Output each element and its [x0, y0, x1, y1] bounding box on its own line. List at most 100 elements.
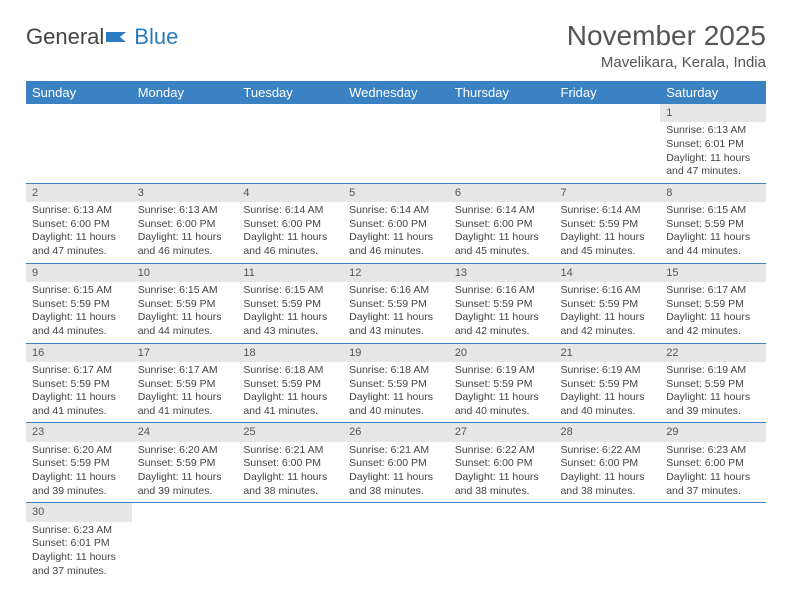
empty-cell — [343, 503, 449, 582]
sunrise-line: Sunrise: 6:14 AM — [561, 204, 655, 218]
sunset-line: Sunset: 5:59 PM — [349, 298, 443, 312]
day-number: 22 — [660, 344, 766, 362]
sunset-line: Sunset: 5:59 PM — [138, 298, 232, 312]
sunrise-line: Sunrise: 6:14 AM — [243, 204, 337, 218]
weekday-header: Saturday — [660, 81, 766, 104]
sunrise-line: Sunrise: 6:23 AM — [666, 444, 760, 458]
day-details: Sunrise: 6:16 AMSunset: 5:59 PMDaylight:… — [343, 282, 449, 343]
sunset-line: Sunset: 5:59 PM — [455, 298, 549, 312]
day-cell: 15Sunrise: 6:17 AMSunset: 5:59 PMDayligh… — [660, 263, 766, 343]
sunset-line: Sunset: 6:00 PM — [138, 218, 232, 232]
daylight-line: Daylight: 11 hours and 43 minutes. — [349, 311, 443, 338]
sunrise-line: Sunrise: 6:16 AM — [455, 284, 549, 298]
sunrise-line: Sunrise: 6:19 AM — [561, 364, 655, 378]
sunrise-line: Sunrise: 6:13 AM — [138, 204, 232, 218]
empty-cell — [26, 104, 132, 183]
day-cell: 10Sunrise: 6:15 AMSunset: 5:59 PMDayligh… — [132, 263, 238, 343]
weekday-header: Thursday — [449, 81, 555, 104]
sunrise-line: Sunrise: 6:17 AM — [138, 364, 232, 378]
empty-cell — [555, 503, 661, 582]
sunset-line: Sunset: 5:59 PM — [32, 457, 126, 471]
sunrise-line: Sunrise: 6:22 AM — [561, 444, 655, 458]
day-number: 29 — [660, 423, 766, 441]
day-details: Sunrise: 6:13 AMSunset: 6:00 PMDaylight:… — [132, 202, 238, 263]
daylight-line: Daylight: 11 hours and 45 minutes. — [561, 231, 655, 258]
calendar-body: 1Sunrise: 6:13 AMSunset: 6:01 PMDaylight… — [26, 104, 766, 582]
day-cell: 16 Sunrise: 6:17 AMSunset: 5:59 PMDayligh… — [26, 343, 132, 423]
sunset-line: Sunset: 6:00 PM — [666, 457, 760, 471]
sunset-line: Sunset: 5:59 PM — [666, 378, 760, 392]
calendar-row: 23Sunrise: 6:20 AMSunset: 5:59 PMDayligh… — [26, 423, 766, 503]
daylight-line: Daylight: 11 hours and 44 minutes. — [32, 311, 126, 338]
day-details: Sunrise: 6:23 AMSunset: 6:00 PMDaylight:… — [660, 442, 766, 503]
sunset-line: Sunset: 5:59 PM — [32, 378, 126, 392]
day-number: 19 — [343, 344, 449, 362]
sunrise-line: Sunrise: 6:17 AM — [32, 364, 126, 378]
empty-cell — [237, 104, 343, 183]
sunset-line: Sunset: 5:59 PM — [138, 378, 232, 392]
header: General Blue November 2025 Mavelikara, K… — [26, 20, 766, 71]
day-number: 3 — [132, 184, 238, 202]
day-details: Sunrise: 6:19 AMSunset: 5:59 PMDaylight:… — [555, 362, 661, 423]
day-details: Sunrise: 6:21 AMSunset: 6:00 PMDaylight:… — [237, 442, 343, 503]
daylight-line: Daylight: 11 hours and 46 minutes. — [243, 231, 337, 258]
calendar-row: 2Sunrise: 6:13 AMSunset: 6:00 PMDaylight… — [26, 183, 766, 263]
sunrise-line: Sunrise: 6:20 AM — [138, 444, 232, 458]
day-details: Sunrise: 6:22 AMSunset: 6:00 PMDaylight:… — [555, 442, 661, 503]
daylight-line: Daylight: 11 hours and 38 minutes. — [561, 471, 655, 498]
sunrise-line: Sunrise: 6:15 AM — [138, 284, 232, 298]
day-cell: 25Sunrise: 6:21 AMSunset: 6:00 PMDayligh… — [237, 423, 343, 503]
daylight-line: Daylight: 11 hours and 37 minutes. — [32, 551, 126, 578]
sunset-line: Sunset: 6:01 PM — [32, 537, 126, 551]
day-cell: 28Sunrise: 6:22 AMSunset: 6:00 PMDayligh… — [555, 423, 661, 503]
day-number: 4 — [237, 184, 343, 202]
sunset-line: Sunset: 6:00 PM — [349, 218, 443, 232]
day-cell: 9Sunrise: 6:15 AMSunset: 5:59 PMDaylight… — [26, 263, 132, 343]
day-details: Sunrise: 6:17 AMSunset: 5:59 PMDaylight:… — [132, 362, 238, 423]
sunrise-line: Sunrise: 6:18 AM — [243, 364, 337, 378]
sunrise-line: Sunrise: 6:17 AM — [666, 284, 760, 298]
day-details: Sunrise: 6:19 AMSunset: 5:59 PMDaylight:… — [449, 362, 555, 423]
day-cell: 7 Sunrise: 6:14 AMSunset: 5:59 PMDaylight… — [555, 183, 661, 263]
sunrise-line: Sunrise: 6:19 AM — [666, 364, 760, 378]
day-number: 30 — [26, 503, 132, 521]
day-details: Sunrise: 6:20 AMSunset: 5:59 PMDaylight:… — [26, 442, 132, 503]
daylight-line: Daylight: 11 hours and 42 minutes. — [666, 311, 760, 338]
day-number: 8 — [660, 184, 766, 202]
day-number: 17 — [132, 344, 238, 362]
sunset-line: Sunset: 6:01 PM — [666, 138, 760, 152]
sunset-line: Sunset: 6:00 PM — [349, 457, 443, 471]
daylight-line: Daylight: 11 hours and 43 minutes. — [243, 311, 337, 338]
empty-cell — [132, 104, 238, 183]
empty-cell — [660, 503, 766, 582]
day-details: Sunrise: 6:20 AMSunset: 5:59 PMDaylight:… — [132, 442, 238, 503]
sunrise-line: Sunrise: 6:19 AM — [455, 364, 549, 378]
weekday-header: Friday — [555, 81, 661, 104]
day-cell: 21Sunrise: 6:19 AMSunset: 5:59 PMDayligh… — [555, 343, 661, 423]
day-details: Sunrise: 6:15 AMSunset: 5:59 PMDaylight:… — [26, 282, 132, 343]
daylight-line: Daylight: 11 hours and 38 minutes. — [455, 471, 549, 498]
day-number: 15 — [660, 264, 766, 282]
daylight-line: Daylight: 11 hours and 46 minutes. — [349, 231, 443, 258]
daylight-line: Daylight: 11 hours and 38 minutes. — [349, 471, 443, 498]
sunrise-line: Sunrise: 6:18 AM — [349, 364, 443, 378]
day-number: 28 — [555, 423, 661, 441]
weekday-row: Sunday Monday Tuesday Wednesday Thursday… — [26, 81, 766, 104]
month-title: November 2025 — [567, 20, 766, 52]
sunrise-line: Sunrise: 6:23 AM — [32, 524, 126, 538]
day-number: 23 — [26, 423, 132, 441]
day-details: Sunrise: 6:14 AMSunset: 6:00 PMDaylight:… — [343, 202, 449, 263]
day-number: 7 — [555, 184, 661, 202]
daylight-line: Daylight: 11 hours and 41 minutes. — [32, 391, 126, 418]
day-cell: 26Sunrise: 6:21 AMSunset: 6:00 PMDayligh… — [343, 423, 449, 503]
day-number: 12 — [343, 264, 449, 282]
sunrise-line: Sunrise: 6:16 AM — [349, 284, 443, 298]
sunset-line: Sunset: 5:59 PM — [561, 218, 655, 232]
calendar-table: Sunday Monday Tuesday Wednesday Thursday… — [26, 81, 766, 582]
sunset-line: Sunset: 5:59 PM — [561, 298, 655, 312]
day-number: 10 — [132, 264, 238, 282]
calendar-row: 9Sunrise: 6:15 AMSunset: 5:59 PMDaylight… — [26, 263, 766, 343]
day-number: 16 — [26, 344, 132, 362]
sunset-line: Sunset: 6:00 PM — [455, 457, 549, 471]
sunrise-line: Sunrise: 6:16 AM — [561, 284, 655, 298]
